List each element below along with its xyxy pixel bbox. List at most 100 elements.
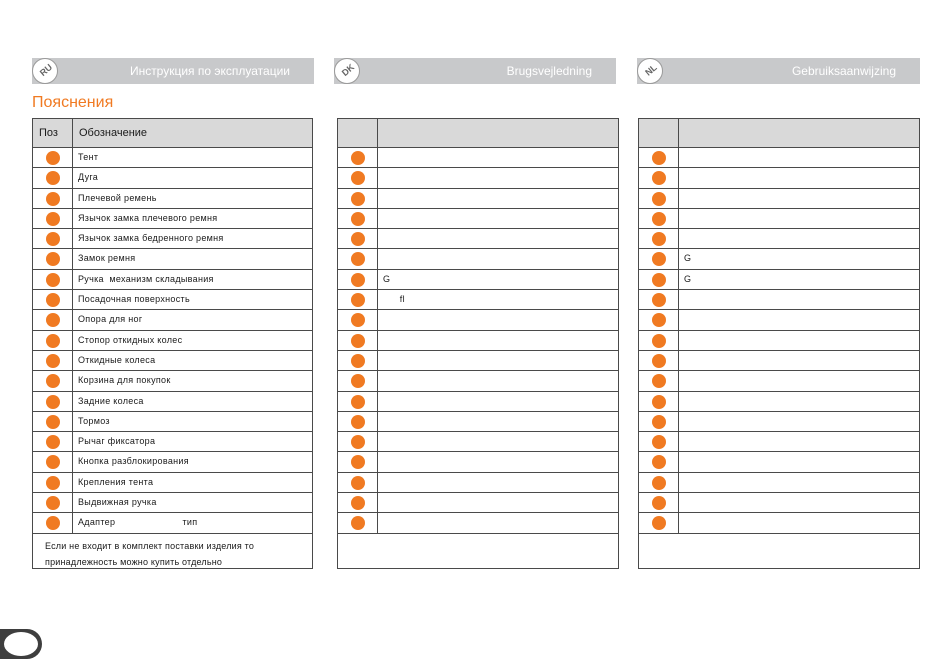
position-marker-icon [351,272,365,287]
position-cell [338,269,378,290]
table-row [338,208,618,230]
column-header-name [679,119,919,147]
column-header-name: Обозначение [79,127,148,139]
table-row [338,188,618,209]
position-marker-icon [351,252,365,267]
position-marker-icon [652,151,666,165]
table-row [639,350,919,372]
item-name [679,310,919,329]
header-title-dk: Brugsvejledning [506,64,592,78]
table-row [639,188,919,209]
header-bar-nl: NL Gebruiksaanwijzing [637,58,920,84]
item-name [679,331,919,350]
table-row: Плечевой ремень [33,188,312,209]
item-name [378,249,618,268]
item-name: Посадочная поверхность [78,294,190,305]
language-code-dk: DK [339,61,357,79]
item-name [679,290,919,309]
table-row [338,411,618,433]
item-name [679,513,919,532]
item-name [679,371,919,390]
table-row: Замок ремня [33,249,312,270]
position-marker-icon [652,353,666,368]
table-header: Поз Обозначение [33,119,312,148]
position-marker-icon [652,272,666,287]
position-marker-icon [351,455,365,470]
item-name: Кнопка разблокирования [78,456,189,467]
table-row [338,371,618,392]
position-marker-icon [46,496,60,511]
table-row [338,310,618,331]
table-row: Корзина для покупок [33,371,312,392]
position-marker-icon [351,496,365,511]
item-name: Плечевой ремень [78,192,157,203]
item-name: Корзина для покупок [78,375,171,386]
position-marker-icon [46,414,60,429]
table-header [338,119,618,148]
position-cell [33,330,73,350]
position-cell [639,513,679,533]
item-name [679,412,919,431]
position-cell [338,229,378,249]
position-marker-icon [652,252,666,267]
item-name [679,189,919,208]
position-cell [33,371,73,391]
item-name [378,473,618,492]
position-cell [639,148,679,168]
position-cell [639,472,679,493]
table-row [639,472,919,494]
page-tab-knob [4,632,38,656]
item-name: G [383,273,391,284]
footnote-line: принадлежность можно купить отдельно [45,556,223,567]
table-row: Откидные колеса [33,350,312,372]
position-marker-icon [351,211,365,226]
item-name [679,351,919,370]
position-marker-icon [351,191,365,206]
table-row [338,330,618,351]
item-name [378,168,618,187]
table-row: Выдвижная ручка [33,493,312,514]
position-cell [639,188,679,208]
item-name [679,432,919,451]
position-cell [338,432,378,452]
table-row [639,330,919,351]
table-row: Язычок замка плечевого ремня [33,208,312,230]
item-name: Тормоз [78,415,110,426]
position-cell [338,472,378,493]
position-cell [639,371,679,391]
position-marker-icon [652,435,666,450]
table-row [338,391,618,412]
table-row [639,391,919,412]
position-marker-icon [46,475,60,490]
position-cell [33,513,73,533]
position-cell [338,290,378,310]
item-name [679,168,919,187]
position-cell [639,391,679,411]
legend-table-ru: Поз Обозначение Тент Дуга Плечевой ремень Язы… [32,118,313,569]
page-tab [0,629,42,659]
position-marker-icon [652,171,666,186]
table-row [338,249,618,270]
item-name [679,452,919,471]
item-name [679,493,919,512]
item-name [378,513,618,532]
position-cell [338,411,378,432]
position-cell [338,249,378,269]
position-marker-icon [652,313,666,328]
position-marker-icon [351,394,365,409]
position-cell [639,330,679,350]
position-cell [639,208,679,229]
position-marker-icon [652,394,666,409]
position-cell [33,472,73,493]
position-marker-icon [46,171,60,186]
item-name [679,392,919,411]
position-cell [33,269,73,290]
table-row [639,168,919,189]
language-badge-ru: RU [32,58,58,84]
position-cell [33,148,73,168]
item-name [378,310,618,329]
item-name [378,351,618,370]
position-cell [33,229,73,249]
position-cell [33,168,73,188]
position-cell [33,249,73,269]
